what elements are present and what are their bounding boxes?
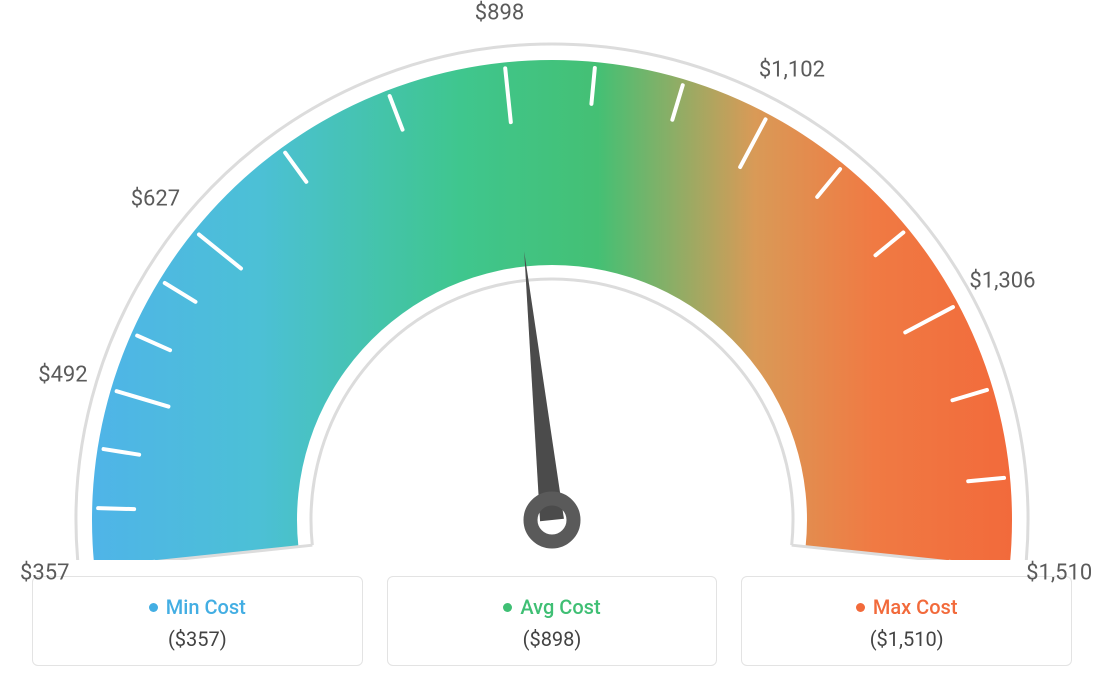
legend-dot-avg [503, 603, 512, 612]
legend-title-avg: Avg Cost [503, 595, 600, 619]
legend-title-min: Min Cost [149, 595, 246, 619]
legend-dot-min [149, 603, 158, 612]
legend-label-avg: Avg Cost [520, 595, 600, 619]
gauge-tick-label: $898 [475, 0, 524, 25]
legend-title-max: Max Cost [856, 595, 958, 619]
legend-card-max: Max Cost ($1,510) [741, 576, 1072, 666]
gauge-tick-label: $1,306 [969, 268, 1035, 293]
legend-value-max: ($1,510) [752, 627, 1061, 651]
legend-card-avg: Avg Cost ($898) [387, 576, 718, 666]
gauge-tick-label: $357 [20, 561, 69, 586]
legend-row: Min Cost ($357) Avg Cost ($898) Max Cost… [0, 576, 1104, 666]
gauge-tick-label: $627 [131, 187, 180, 212]
legend-value-min: ($357) [43, 627, 352, 651]
gauge-tick-label: $492 [38, 363, 87, 388]
gauge-svg [0, 0, 1104, 560]
legend-card-min: Min Cost ($357) [32, 576, 363, 666]
legend-label-min: Min Cost [166, 595, 246, 619]
cost-gauge-chart: $357$492$627$898$1,102$1,306$1,510 [0, 0, 1104, 560]
legend-value-avg: ($898) [398, 627, 707, 651]
legend-label-max: Max Cost [873, 595, 958, 619]
gauge-tick-label: $1,102 [759, 57, 825, 82]
gauge-tick-label: $1,510 [1026, 561, 1092, 586]
legend-dot-max [856, 603, 865, 612]
